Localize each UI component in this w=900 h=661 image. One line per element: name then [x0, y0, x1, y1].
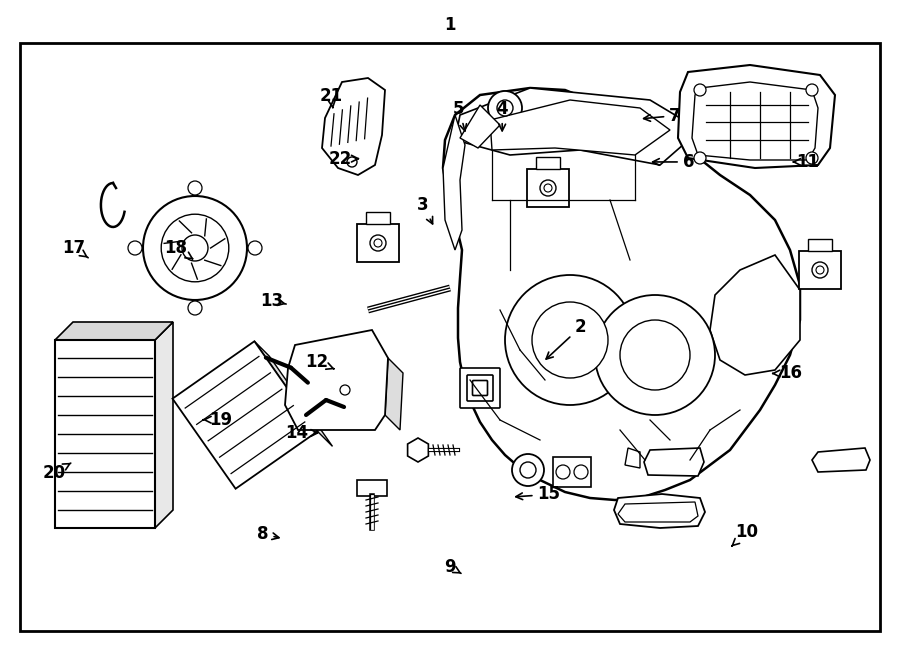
Polygon shape — [155, 322, 173, 528]
Polygon shape — [799, 251, 841, 289]
Text: 11: 11 — [793, 153, 819, 171]
Circle shape — [532, 302, 608, 378]
Text: 12: 12 — [305, 353, 334, 371]
Circle shape — [520, 462, 536, 478]
Circle shape — [340, 385, 350, 395]
Circle shape — [128, 241, 142, 255]
Circle shape — [806, 152, 818, 164]
Polygon shape — [357, 224, 399, 262]
Polygon shape — [255, 341, 332, 446]
Polygon shape — [460, 105, 500, 148]
Polygon shape — [618, 502, 698, 522]
Circle shape — [512, 454, 544, 486]
FancyBboxPatch shape — [467, 375, 493, 401]
Circle shape — [182, 235, 208, 261]
Circle shape — [347, 157, 357, 167]
Circle shape — [694, 84, 706, 96]
Circle shape — [374, 239, 382, 247]
Circle shape — [497, 100, 513, 116]
Circle shape — [806, 84, 818, 96]
Circle shape — [143, 196, 247, 300]
Circle shape — [188, 181, 202, 195]
Polygon shape — [644, 448, 704, 476]
Text: 3: 3 — [418, 196, 433, 224]
Polygon shape — [55, 340, 155, 528]
Circle shape — [574, 465, 588, 479]
Circle shape — [488, 91, 522, 125]
Polygon shape — [366, 212, 390, 224]
Text: 13: 13 — [260, 292, 286, 310]
Text: 6: 6 — [652, 153, 694, 171]
Polygon shape — [173, 341, 318, 488]
Text: 15: 15 — [516, 485, 561, 504]
Polygon shape — [490, 100, 670, 155]
Circle shape — [505, 275, 635, 405]
Text: 14: 14 — [285, 424, 318, 442]
Text: 9: 9 — [445, 558, 461, 576]
Polygon shape — [455, 88, 700, 165]
Circle shape — [540, 180, 556, 196]
Polygon shape — [55, 322, 173, 340]
Polygon shape — [527, 169, 569, 207]
Text: 20: 20 — [42, 463, 71, 482]
Polygon shape — [710, 255, 800, 375]
Text: 4: 4 — [497, 100, 508, 131]
Circle shape — [694, 152, 706, 164]
Polygon shape — [553, 457, 591, 487]
Polygon shape — [443, 88, 800, 500]
Circle shape — [812, 262, 828, 278]
Circle shape — [370, 235, 386, 251]
Circle shape — [556, 465, 570, 479]
Text: 21: 21 — [320, 87, 343, 108]
Text: 2: 2 — [546, 318, 586, 359]
Polygon shape — [357, 480, 387, 496]
Polygon shape — [285, 330, 388, 430]
Polygon shape — [808, 239, 832, 251]
Polygon shape — [812, 448, 870, 472]
Circle shape — [161, 214, 229, 282]
Text: 19: 19 — [203, 410, 232, 429]
Circle shape — [816, 266, 824, 274]
Polygon shape — [443, 115, 465, 250]
Text: 5: 5 — [454, 100, 466, 131]
Polygon shape — [385, 358, 403, 430]
Text: 8: 8 — [257, 525, 279, 543]
Polygon shape — [408, 438, 428, 462]
Circle shape — [620, 320, 690, 390]
Bar — [20, 43, 880, 631]
Circle shape — [188, 301, 202, 315]
Circle shape — [595, 295, 715, 415]
Polygon shape — [678, 65, 835, 168]
Text: 1: 1 — [445, 16, 455, 34]
Polygon shape — [692, 82, 818, 160]
Polygon shape — [625, 448, 640, 468]
Circle shape — [248, 241, 262, 255]
FancyBboxPatch shape — [472, 381, 488, 395]
Text: 16: 16 — [773, 364, 802, 383]
Circle shape — [544, 184, 552, 192]
Polygon shape — [322, 78, 385, 175]
Polygon shape — [614, 494, 705, 528]
FancyBboxPatch shape — [460, 368, 500, 408]
Text: 7: 7 — [644, 106, 680, 125]
Text: 22: 22 — [328, 149, 358, 168]
Text: 18: 18 — [164, 239, 193, 259]
Polygon shape — [536, 157, 560, 169]
Text: 17: 17 — [62, 239, 88, 258]
Text: 10: 10 — [732, 523, 759, 546]
